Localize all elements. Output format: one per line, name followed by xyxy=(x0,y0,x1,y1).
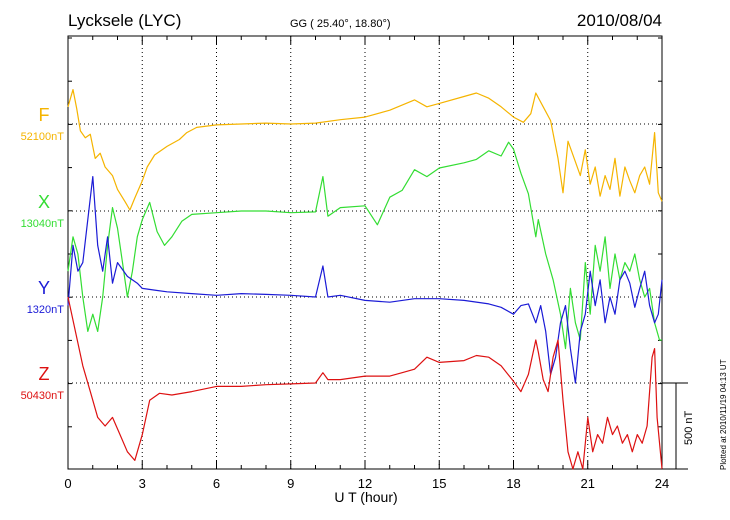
scale-bar: 500 nT xyxy=(662,382,695,470)
x-tick-label: 12 xyxy=(358,476,372,491)
data-traces xyxy=(67,88,663,470)
chart-title: Lycksele (LYC) xyxy=(68,11,181,30)
trace-f xyxy=(67,88,663,211)
component-baseline-x: 13040nT xyxy=(21,218,65,230)
component-labels: F 52100nT X 13040nT Y 1320nT Z 50430nT xyxy=(21,105,65,402)
scale-bar-label: 500 nT xyxy=(683,410,695,445)
x-axis-label: U T (hour) xyxy=(334,489,397,505)
x-tick-label: 18 xyxy=(506,476,520,491)
component-name-z: Z xyxy=(39,364,50,384)
x-tick-label: 0 xyxy=(64,476,71,491)
trace-x xyxy=(67,141,662,350)
x-tick-label: 9 xyxy=(287,476,294,491)
grid-lines xyxy=(68,36,662,469)
component-baseline-z: 50430nT xyxy=(21,390,65,402)
x-tick-label: 15 xyxy=(432,476,446,491)
x-tick-label: 3 xyxy=(139,476,146,491)
component-name-x: X xyxy=(38,192,50,212)
trace-y xyxy=(67,176,663,384)
plotted-timestamp: Plotted at 2010/11/19 04:13 UT xyxy=(719,359,728,470)
x-tick-label: 21 xyxy=(581,476,595,491)
trace-z xyxy=(67,296,663,470)
component-baseline-y: 1320nT xyxy=(27,304,65,316)
component-baseline-f: 52100nT xyxy=(21,131,65,143)
component-name-y: Y xyxy=(38,278,50,298)
axis-ticks: 0 3 6 9 12 15 18 21 24 xyxy=(64,36,669,491)
x-tick-label: 6 xyxy=(213,476,220,491)
component-name-f: F xyxy=(39,105,50,125)
chart-date: 2010/08/04 xyxy=(577,11,662,30)
station-coordinates: GG ( 25.40°, 18.80°) xyxy=(290,18,391,30)
x-tick-label: 24 xyxy=(655,476,669,491)
